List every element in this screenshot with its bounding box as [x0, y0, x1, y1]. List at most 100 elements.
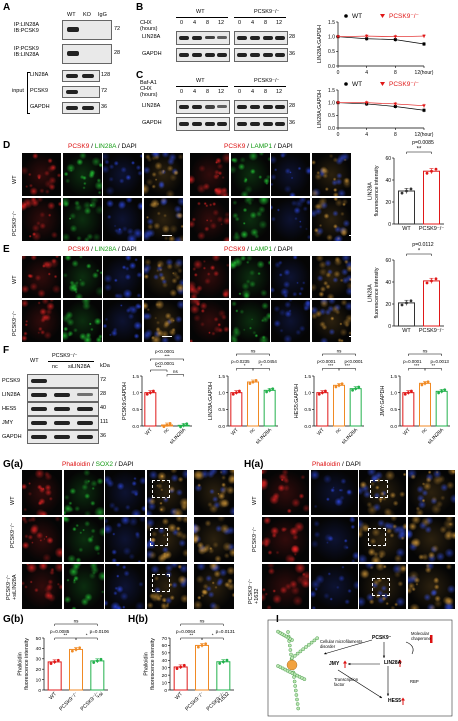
cell-bead [315, 636, 320, 641]
y-axis-label: LIN28A:GAPDH [208, 382, 214, 420]
sig-bracket [166, 374, 184, 377]
y-axis-label: LIN28A:GAPDH [317, 90, 323, 128]
category-label: WT [402, 328, 411, 334]
b-ko: PCSK9⁻/⁻ [254, 9, 280, 15]
data-point [185, 422, 189, 426]
y-axis-label: LIN28A [368, 284, 374, 302]
sig-label: ns [337, 349, 343, 354]
c-hour-5: 4 [251, 89, 255, 95]
data-point [400, 191, 404, 195]
data-point [425, 281, 429, 285]
micrograph-r1-c0 [22, 198, 61, 241]
micrograph-r0-c4 [190, 153, 229, 196]
hes5-up-arrow-head [401, 697, 405, 701]
data-point [434, 167, 438, 171]
sig-bracket [322, 353, 356, 356]
sig-label: * [260, 363, 262, 368]
y-tick-label: 1.0 [328, 34, 335, 40]
f-col-nc: nc [52, 364, 58, 370]
y-tick-label: 1.0 [218, 390, 225, 396]
ga-title: Phalloidin / SOX2 / DAPI [62, 461, 134, 468]
sig-bracket [54, 637, 77, 640]
y-tick-label: 1.5 [132, 374, 139, 380]
a-blot-ip2 [62, 44, 112, 64]
category-label: +1632 [216, 691, 231, 706]
i-chaperone: Molecular chaperone [411, 631, 431, 641]
p-value: p<0.0001 [317, 359, 336, 364]
micrograph-r1-c3 [143, 198, 183, 241]
b-hour-3: 12 [218, 20, 225, 26]
c-line-chart: 0.0 0.5 1.0 1.5 0 4 8 12(hour) LIN28A:GAPDH WT PCS… [317, 81, 434, 138]
category-label: +si [96, 691, 105, 700]
y-tick-label: 0.0 [390, 424, 397, 430]
micrograph-r1-c1 [62, 198, 102, 241]
ga-row-si: PCSK9⁻/⁻ +siLIN28A [6, 574, 19, 600]
cell-bead [290, 656, 294, 660]
p-value: p=0.0085 [412, 140, 434, 146]
roi-box [152, 574, 170, 592]
p-value: p=0.0001 [403, 359, 422, 364]
cell-nucleus [286, 659, 298, 671]
data-point [251, 380, 255, 384]
data-point [336, 101, 340, 105]
data-point [437, 391, 440, 395]
data-point [357, 385, 361, 389]
bar [423, 280, 440, 327]
data-point [364, 101, 369, 105]
cell-bead [301, 647, 306, 652]
bar [402, 392, 415, 427]
bar [173, 666, 188, 691]
legend-label: PCSK9⁻/⁻ [389, 81, 420, 88]
y-axis-label: LIN28A:GAPDH [317, 25, 323, 63]
micrograph-r0-c3 [146, 470, 187, 515]
y-axis-label: JMY:GAPDH [380, 386, 386, 417]
b-hour-6: 8 [264, 20, 268, 26]
micrograph-r1-c7 [311, 198, 351, 241]
y-axis-label: LIN28A [368, 182, 374, 200]
sig-bracket [54, 623, 98, 626]
y-tick-label: 50 [36, 636, 42, 642]
arrow-lin28a-hes5-head [386, 693, 390, 696]
micrograph-r2-c3 [146, 564, 187, 609]
p-value: p<0.0001 [155, 361, 175, 366]
sig-label: ns [200, 619, 206, 624]
ga-row-wt: WT [10, 496, 16, 505]
c-hour-6: 8 [264, 89, 268, 95]
data-point [393, 104, 397, 108]
data-point [434, 277, 438, 281]
cell-bead [304, 645, 308, 649]
ha-micrographs [262, 470, 456, 610]
bar [333, 384, 345, 427]
y-tick-label: 0 [38, 688, 41, 694]
x-tick-label: 8 [394, 132, 397, 138]
f-blot-pcsk9 [27, 374, 99, 388]
y-tick-label: 1.0 [132, 390, 139, 396]
f-col-si: siLIN28A [68, 364, 91, 370]
data-point [406, 391, 410, 395]
b-blot-gapdh-wt [176, 48, 230, 62]
micrograph-r0-c5 [230, 153, 270, 196]
sig-bracket [236, 353, 270, 356]
data-point [354, 387, 358, 391]
data-point [393, 102, 398, 106]
data-point [70, 649, 74, 653]
data-point [234, 391, 238, 395]
y-tick-label: 1.0 [390, 390, 397, 396]
category-label: siLIN28A [168, 427, 187, 446]
sig-bracket [408, 353, 442, 356]
scale-bar [162, 336, 172, 338]
sig-label: *** [328, 363, 334, 368]
data-point [221, 660, 225, 664]
sig-label: * [418, 249, 421, 255]
category-label: nc [420, 427, 428, 435]
data-point [409, 187, 413, 191]
micrograph-r0-c0 [22, 470, 62, 515]
a-row-pcsk9: PCSK9 [30, 88, 49, 94]
cell-bead [286, 630, 290, 634]
ga-micrographs [22, 470, 234, 610]
data-point [179, 665, 183, 669]
category-label: nc [248, 427, 256, 435]
sig-bracket [406, 253, 432, 256]
b-hour-2: 8 [206, 20, 210, 26]
d-micrographs [22, 153, 359, 243]
